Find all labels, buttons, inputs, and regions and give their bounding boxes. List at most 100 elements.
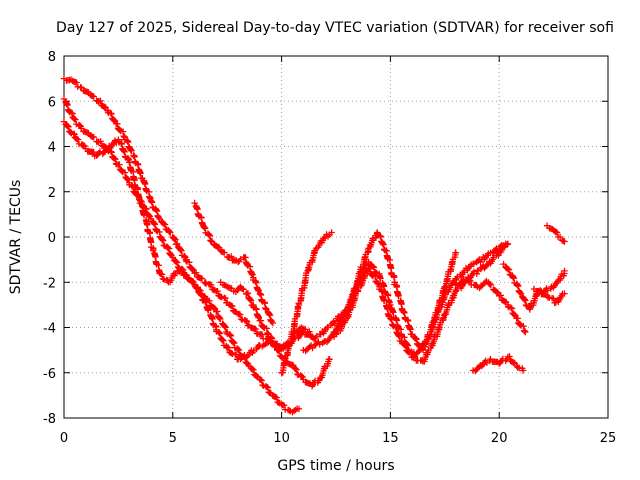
data-point-fill [220, 337, 227, 345]
data-point-fill [242, 354, 250, 361]
data-point-fill [228, 253, 235, 260]
data-point-fill [553, 229, 561, 236]
series-track-3 [60, 118, 316, 363]
data-point-fill [208, 281, 215, 289]
data-point-fill [508, 305, 516, 312]
data-point-fill [252, 325, 259, 333]
data-point-fill [110, 116, 117, 123]
data-point-fill [216, 330, 224, 337]
data-points [60, 75, 568, 416]
data-point-fill [249, 271, 256, 278]
data-point-fill [221, 249, 228, 256]
data-point-fill [90, 134, 97, 141]
series-track-8 [330, 229, 512, 352]
data-point-fill [306, 328, 313, 335]
data-point-fill [395, 292, 402, 300]
data-point-fill [240, 286, 247, 293]
data-point-fill [368, 271, 375, 278]
data-point [517, 290, 525, 297]
y-tick-label: -4 [43, 322, 56, 337]
data-point-fill [247, 297, 255, 304]
data-point-fill [520, 327, 528, 334]
data-point [295, 405, 303, 413]
data-point-fill [275, 347, 282, 354]
data-point-fill [229, 303, 236, 310]
series-track-12 [530, 267, 568, 297]
y-tick-label: 4 [48, 141, 56, 156]
data-point-fill [116, 161, 123, 168]
data-point-fill [233, 351, 240, 359]
data-point-fill [259, 381, 266, 389]
data-point [328, 229, 335, 236]
y-tick-label: 6 [48, 95, 56, 110]
data-point-fill [320, 235, 327, 242]
data-point [556, 233, 564, 241]
data-point-fill [108, 149, 115, 156]
data-point [191, 199, 198, 207]
data-point-fill [273, 394, 280, 401]
data-point-fill [97, 97, 104, 104]
data-point [561, 238, 568, 245]
x-tick-label: 10 [273, 431, 290, 446]
data-point-fill [225, 344, 232, 351]
data-point-fill [236, 311, 244, 318]
data-point-fill [404, 348, 412, 355]
data-point-fill [230, 339, 237, 346]
data-point-fill [218, 336, 226, 343]
data-point-fill [243, 318, 251, 325]
y-tick-label: -6 [43, 367, 56, 382]
data-point [326, 356, 333, 363]
data-point-fill [292, 365, 299, 373]
data-point-fill [222, 295, 229, 302]
data-point [387, 301, 394, 309]
data-point-fill [504, 241, 511, 248]
data-point-fill [381, 297, 388, 305]
series-track-4 [191, 199, 277, 327]
y-tick-label: 8 [48, 50, 56, 65]
data-point-fill [124, 176, 131, 183]
data-point-fill [516, 321, 523, 328]
data-point [504, 240, 512, 247]
data-point-fill [372, 273, 379, 280]
data-point-fill [123, 175, 131, 182]
data-point-fill [97, 138, 104, 145]
data-point-fill [128, 147, 135, 154]
data-point [158, 236, 166, 243]
grid-lines [64, 56, 608, 418]
data-point-fill [470, 260, 477, 267]
data-point-fill [434, 309, 441, 316]
y-tick-label: 0 [48, 231, 56, 246]
series-track-13 [543, 222, 568, 245]
data-point-fill [411, 334, 419, 342]
data-point-fill [294, 371, 301, 378]
data-point-fill [172, 236, 179, 243]
data-point-fill [186, 259, 193, 266]
y-tick-label: -8 [43, 412, 56, 427]
data-point-fill [160, 220, 168, 228]
data-point-fill [264, 384, 271, 391]
series-track-10 [452, 276, 529, 336]
data-point-fill [161, 221, 169, 228]
data-point-fill [235, 346, 243, 354]
data-point-fill [520, 323, 527, 330]
data-point-fill [164, 244, 172, 252]
data-point-fill [249, 366, 256, 373]
x-tick-label: 20 [491, 431, 508, 446]
x-axis-label: GPS time / hours [277, 458, 394, 474]
data-point-fill [466, 277, 474, 284]
data-point-fill [192, 269, 200, 276]
data-point-fill [413, 336, 420, 343]
data-point-fill [71, 115, 78, 123]
data-point-fill [276, 348, 283, 355]
data-point [269, 319, 277, 327]
data-point-fill [173, 258, 180, 266]
data-point-fill [90, 148, 97, 156]
data-point-fill [197, 290, 204, 298]
data-point-fill [140, 212, 148, 219]
data-point-fill [374, 280, 381, 287]
data-point-fill [217, 315, 224, 323]
data-point-fill [160, 237, 167, 244]
data-point-fill [65, 123, 72, 130]
data-point-fill [116, 127, 124, 134]
data-point-fill [277, 353, 285, 360]
